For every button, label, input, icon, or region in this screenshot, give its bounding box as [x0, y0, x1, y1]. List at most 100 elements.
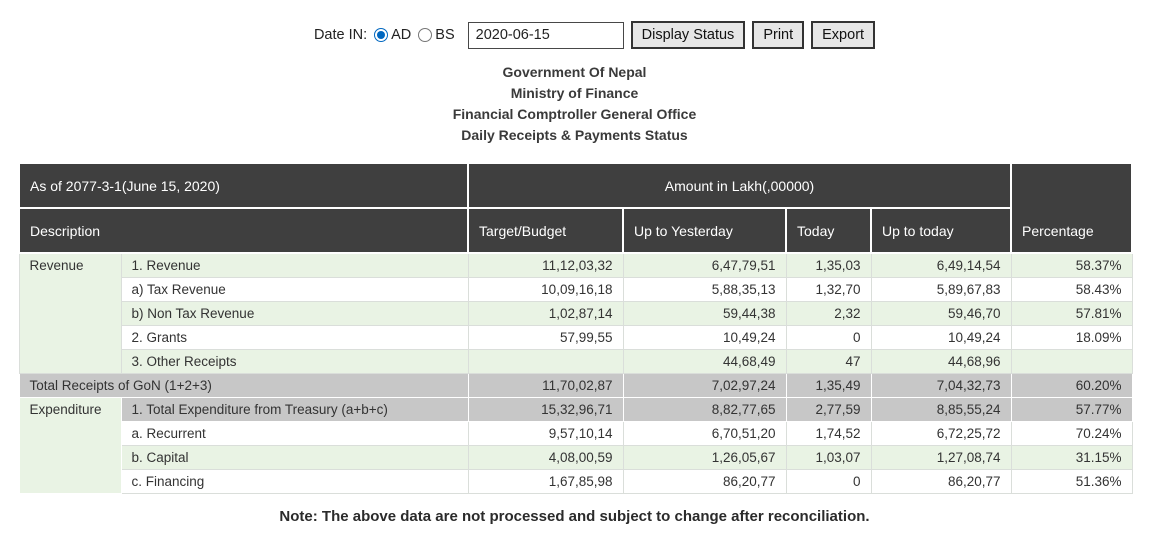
value-cell: 60.20% — [1010, 372, 1133, 398]
value-cell: 57.81% — [1010, 300, 1133, 326]
value-cell: 1,03,07 — [785, 444, 872, 470]
date-in-label: Date IN: — [313, 27, 368, 43]
value-cell: 1,26,05,67 — [622, 444, 787, 470]
table-row: Revenue 1. Revenue 11,12,03,32 6,47,79,51 1,… — [18, 252, 1133, 374]
value-cell: 10,49,24 — [870, 324, 1012, 350]
up-to-today-header: Up to today — [870, 207, 1012, 254]
value-cell: 1,67,85,98 — [467, 468, 624, 494]
date-input[interactable] — [467, 21, 624, 49]
description-cell: 1. Total Expenditure from Treasury (a+b+… — [120, 396, 469, 422]
description-header: Description — [18, 207, 469, 254]
value-cell: 31.15% — [1010, 444, 1133, 470]
radio-ad-label: AD — [391, 27, 412, 43]
radio-bs-label: BS — [435, 27, 455, 43]
status-table: As of 2077-3-1(June 15, 2020) Amount in … — [18, 162, 1133, 494]
value-cell: 4,08,00,59 — [467, 444, 624, 470]
value-cell: 57.77% — [1010, 396, 1133, 422]
value-cell: 86,20,77 — [622, 468, 787, 494]
value-cell: 0 — [785, 324, 872, 350]
value-cell: 6,70,51,20 — [622, 420, 787, 446]
value-cell: 1,74,52 — [785, 420, 872, 446]
value-cell: 1,02,87,14 — [467, 300, 624, 326]
header-row-columns: Description Target/Budget Up to Yesterda… — [18, 207, 1132, 254]
value-cell: 2,77,59 — [785, 396, 872, 422]
table-row: Total Receipts of GoN (1+2+3) 11,70,02,87… — [18, 372, 1133, 398]
table-header: As of 2077-3-1(June 15, 2020) Amount in … — [18, 162, 1133, 254]
value-cell: 15,32,96,71 — [467, 396, 624, 422]
up-to-yesterday-header: Up to Yesterday — [622, 207, 787, 254]
value-cell: 11,12,03,32 — [467, 252, 624, 278]
value-cell — [1010, 348, 1133, 374]
radio-option-bs[interactable]: BS — [418, 27, 455, 43]
value-cell: 8,82,77,65 — [622, 396, 787, 422]
value-cell: 9,57,10,14 — [467, 420, 624, 446]
value-cell: 5,89,67,83 — [870, 276, 1012, 302]
value-cell: 59,44,38 — [622, 300, 787, 326]
value-cell: 1,35,49 — [785, 372, 872, 398]
page: Date IN: AD BS Display Status Print Expo… — [0, 20, 1149, 525]
table-row: a) Tax Revenue 10,09,16,18 5,88,35,13 1,32,… — [19, 276, 1133, 302]
value-cell: 59,46,70 — [870, 300, 1012, 326]
category-cell: Expenditure — [18, 396, 122, 494]
title-government: Government Of Nepal — [502, 64, 647, 80]
title-report: Daily Receipts & Payments Status — [461, 127, 688, 143]
value-cell: 6,49,14,54 — [870, 252, 1012, 278]
print-button[interactable]: Print — [752, 21, 805, 49]
value-cell: 0 — [785, 468, 872, 494]
table-row: c. Financing 1,67,85,98 86,20,77 0 86,20,77 5… — [19, 468, 1133, 494]
target-budget-header: Target/Budget — [467, 207, 624, 254]
report-titles: Government Of Nepal Ministry of Finance … — [0, 62, 1149, 146]
description-cell: 2. Grants — [120, 324, 469, 350]
value-cell: 10,09,16,18 — [467, 276, 624, 302]
value-cell: 51.36% — [1010, 468, 1133, 494]
value-cell: 7,04,32,73 — [870, 372, 1012, 398]
value-cell: 7,02,97,24 — [622, 372, 787, 398]
category-cell: Revenue — [18, 252, 122, 374]
export-button[interactable]: Export — [811, 21, 876, 49]
table-row: a. Recurrent 9,57,10,14 6,70,51,20 1,74,52 6… — [19, 420, 1133, 446]
table-row: b) Non Tax Revenue 1,02,87,14 59,44,38 2,32… — [19, 300, 1133, 326]
description-cell: 3. Other Receipts — [120, 348, 469, 374]
percentage-header: Percentage — [1010, 162, 1133, 254]
radio-bs-icon[interactable] — [418, 28, 433, 42]
description-cell: 1. Revenue — [120, 252, 469, 278]
value-cell: 5,88,35,13 — [622, 276, 787, 302]
description-cell: b. Capital — [120, 444, 469, 470]
title-office: Financial Comptroller General Office — [452, 106, 697, 122]
description-cell: a. Recurrent — [120, 420, 469, 446]
value-cell: 6,47,79,51 — [622, 252, 787, 278]
value-cell: 18.09% — [1010, 324, 1133, 350]
value-cell: 11,70,02,87 — [467, 372, 624, 398]
value-cell: 44,68,96 — [870, 348, 1012, 374]
value-cell: 44,68,49 — [622, 348, 787, 374]
table-row: 2. Grants 57,99,55 10,49,24 0 10,49,24 18.09% — [19, 324, 1133, 350]
value-cell: 1,35,03 — [785, 252, 872, 278]
description-cell: c. Financing — [120, 468, 469, 494]
value-cell: 57,99,55 — [467, 324, 624, 350]
as-of-header: As of 2077-3-1(June 15, 2020) — [18, 162, 469, 209]
date-controls: Date IN: AD BS Display Status Print Expo… — [40, 20, 1149, 50]
radio-option-ad[interactable]: AD — [374, 27, 411, 43]
value-cell: 10,49,24 — [622, 324, 787, 350]
table-row: 3. Other Receipts 44,68,49 47 44,68,96 — [19, 348, 1133, 374]
note-text: Note: The above data are not processed a… — [279, 507, 870, 525]
table-body: Revenue 1. Revenue 11,12,03,32 6,47,79,51 1,… — [18, 252, 1133, 494]
amount-unit-header: Amount in Lakh(,00000) — [467, 162, 1012, 209]
display-status-button[interactable]: Display Status — [630, 21, 746, 49]
description-cell: b) Non Tax Revenue — [120, 300, 469, 326]
value-cell: 1,27,08,74 — [870, 444, 1012, 470]
radio-ad-icon[interactable] — [374, 28, 389, 42]
description-cell: Total Receipts of GoN (1+2+3) — [18, 372, 469, 398]
value-cell — [467, 348, 624, 374]
value-cell: 70.24% — [1010, 420, 1133, 446]
table-row: b. Capital 4,08,00,59 1,26,05,67 1,03,07 1,2… — [19, 444, 1133, 470]
value-cell: 86,20,77 — [870, 468, 1012, 494]
description-cell: a) Tax Revenue — [120, 276, 469, 302]
value-cell: 6,72,25,72 — [870, 420, 1012, 446]
value-cell: 2,32 — [785, 300, 872, 326]
value-cell: 58.37% — [1010, 252, 1133, 278]
today-header: Today — [785, 207, 872, 254]
title-ministry: Ministry of Finance — [510, 85, 639, 101]
value-cell: 58.43% — [1010, 276, 1133, 302]
value-cell: 47 — [785, 348, 872, 374]
